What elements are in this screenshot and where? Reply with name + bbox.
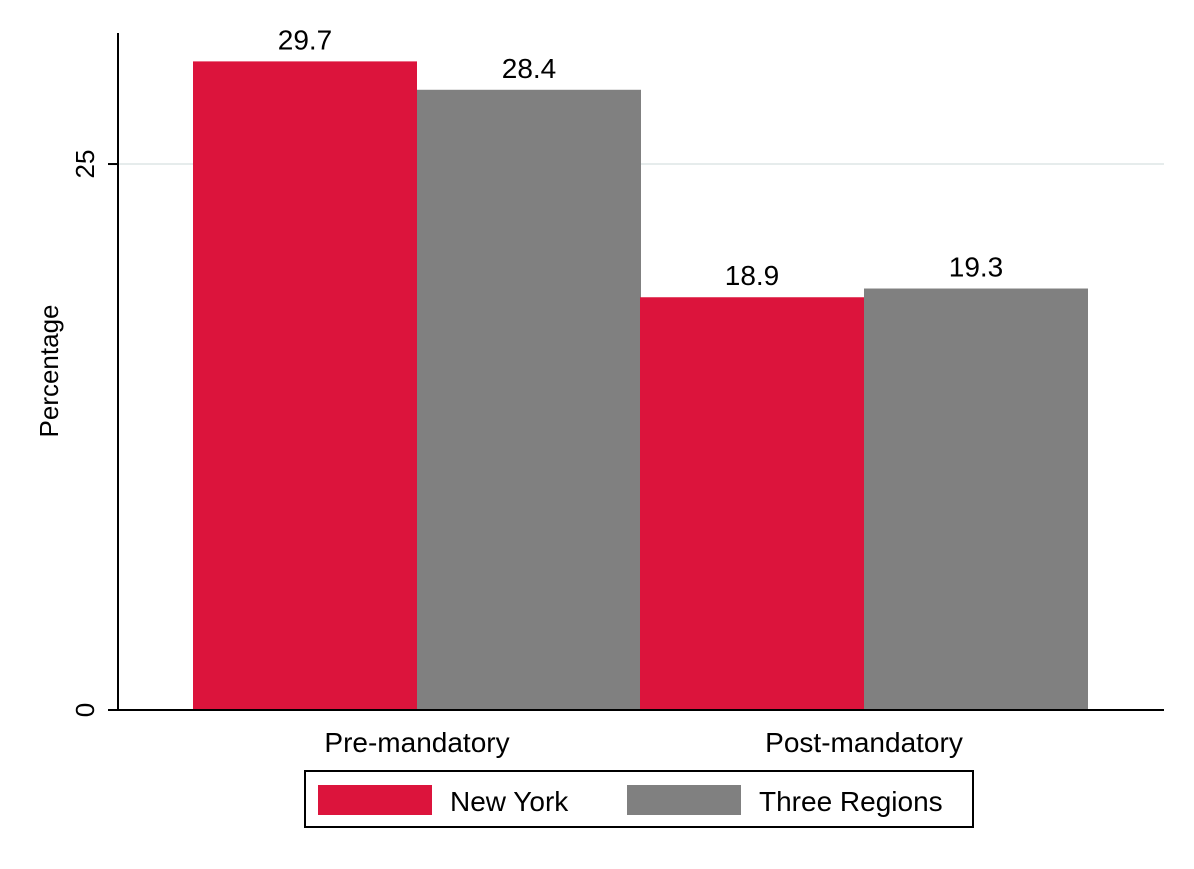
bar-three-regions-pre-mandatory xyxy=(417,89,641,711)
bar-new-york-post-mandatory xyxy=(640,297,864,710)
axes xyxy=(117,33,1164,711)
x-category-label: Pre-mandatory xyxy=(324,727,509,758)
y-axis-title: Percentage xyxy=(34,305,64,438)
x-category-labels: Pre-mandatory Post-mandatory xyxy=(324,727,962,758)
legend-swatch xyxy=(318,785,432,815)
legend-swatch xyxy=(627,785,741,815)
data-label: 29.7 xyxy=(278,24,333,55)
bar-new-york-pre-mandatory xyxy=(193,61,417,711)
y-tick-label: 25 xyxy=(70,150,100,179)
bar-three-regions-post-mandatory xyxy=(864,288,1088,710)
x-category-label: Post-mandatory xyxy=(765,727,963,758)
legend-label: Three Regions xyxy=(759,786,943,817)
legend-label: New York xyxy=(450,786,569,817)
y-ticks: 0 25 xyxy=(70,150,118,717)
data-labels: 29.7 28.4 18.9 19.3 xyxy=(278,24,1004,291)
data-label: 19.3 xyxy=(949,252,1004,283)
data-label: 28.4 xyxy=(502,53,557,84)
legend-items: New York Three Regions xyxy=(318,785,943,817)
y-tick-label: 0 xyxy=(70,703,100,717)
legend: New York Three Regions xyxy=(304,770,974,828)
bars xyxy=(193,61,1088,711)
data-label: 18.9 xyxy=(725,260,780,291)
